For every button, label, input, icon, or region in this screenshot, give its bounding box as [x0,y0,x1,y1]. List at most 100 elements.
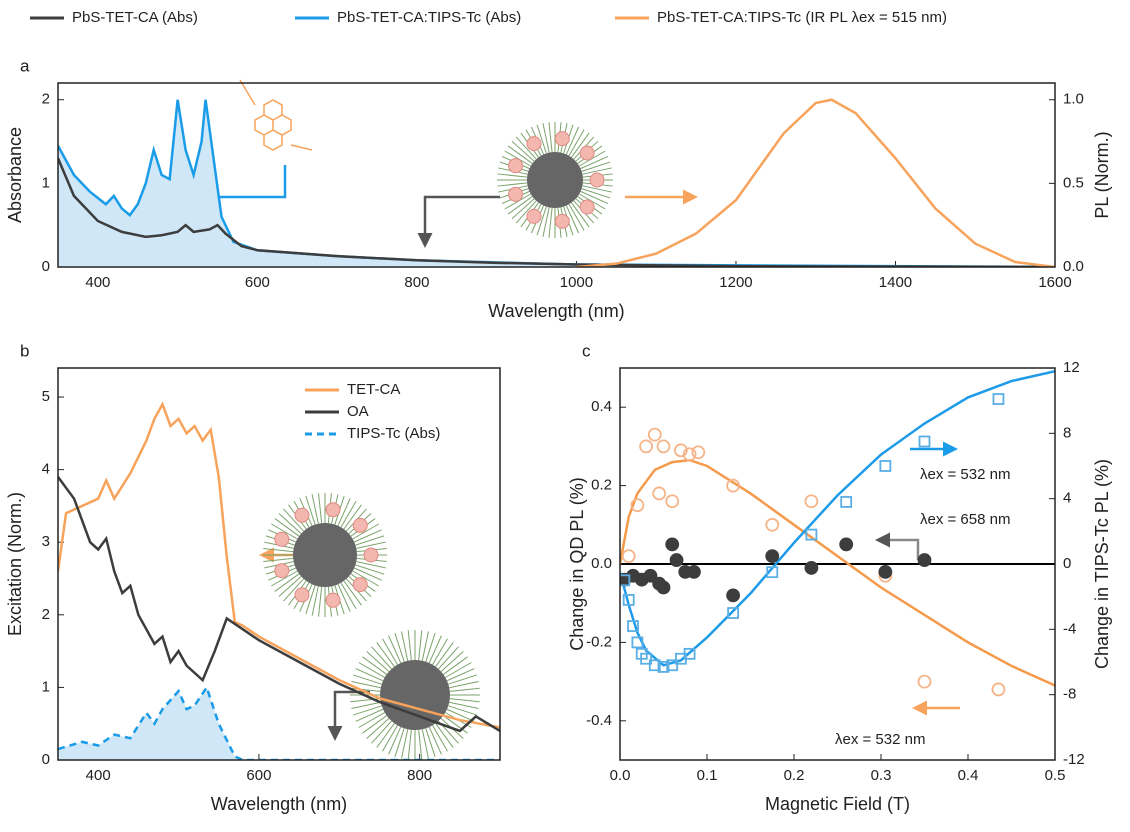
series-line [58,157,1055,267]
ligand-bead [294,587,310,603]
x-tick-label: 1600 [1038,274,1071,291]
ligand [388,635,402,664]
legend-label: OA [347,403,369,420]
point [992,393,1005,405]
ligand-bead [526,136,542,152]
point [665,494,680,509]
x-tick-label: 800 [404,274,429,291]
y2-tick-label: -12 [1063,751,1085,768]
ligand [428,726,442,755]
y2-axis-label: PL (Norm.) [1092,131,1112,218]
point [878,564,893,579]
ligand [371,720,392,744]
point [640,652,652,665]
ligand [515,136,537,160]
ligand [421,631,430,661]
ligand-bead [554,131,570,147]
ligand [448,705,477,716]
ligand [432,725,448,752]
legend-label: TET-CA [347,381,400,398]
point [683,647,696,660]
ligand [581,161,611,172]
ligand [449,698,480,703]
ligand [318,586,323,617]
ligand [354,567,382,581]
legend-label: TIPS-Tc (Abs) [347,425,440,442]
legend-label: PbS-TET-CA:TIPS-Tc (IR PL λex = 515 nm) [657,9,947,26]
point [656,580,671,595]
series-line [620,458,1055,687]
ligand-bead [579,199,595,215]
point [805,528,818,541]
ligand [278,513,302,534]
y2-tick-label: 4 [1063,490,1071,507]
ligand [580,190,609,205]
ligand [366,718,390,739]
y-tick-label: 0.2 [591,477,612,494]
plot-area [58,98,1055,267]
ligand [565,205,580,234]
x-tick-label: 1000 [560,274,593,291]
point [643,568,658,583]
molecule [239,79,313,151]
y-tick-label: 1 [42,174,50,191]
ligand [571,132,590,158]
point [622,594,635,606]
ligand [337,498,351,526]
ligand [353,674,382,685]
ligand [263,557,294,562]
ligand [305,495,316,525]
ligand-bead [294,507,310,523]
y-tick-label: 1 [42,678,50,695]
point [627,620,639,632]
point [621,549,636,564]
ligand [340,501,357,528]
y-axis-label: Absorbance [5,127,25,223]
ligand [565,126,580,155]
x-tick-label: 0.4 [958,767,979,784]
ligand [542,123,550,153]
nanocrystal [527,152,583,208]
ligand [425,633,436,662]
ligand [311,494,319,524]
ligand [443,715,468,734]
ligand [283,508,304,532]
ligand [351,680,381,689]
point [839,537,854,552]
ligand [356,541,386,549]
ligand [511,198,535,220]
area [58,99,1055,267]
ligand [358,712,385,728]
annotation: λex = 532 nm [920,466,1010,483]
ligand [425,728,436,757]
plot-frame [57,82,1056,268]
ligand-bead [274,531,290,547]
plot-frame [619,367,1056,761]
point [648,659,661,672]
ligand [337,584,351,612]
ligand [283,578,304,602]
y-tick-label: 0.4 [591,398,612,415]
ligand-bead [579,145,595,161]
ligand-bead [325,592,341,608]
x-axis-label: Magnetic Field (T) [765,794,910,814]
area [58,687,500,760]
point [765,549,780,564]
ligand [355,668,384,682]
y-tick-label: 3 [42,533,50,550]
series-line [58,684,500,760]
y-tick-label: 2 [42,91,50,108]
x-tick-label: 400 [86,767,111,784]
panel-label: c [582,341,591,360]
point [691,445,706,460]
point [682,447,697,462]
ligand [305,585,316,615]
point [665,537,680,552]
ligand [449,680,479,689]
ligand [382,725,398,752]
ligand [421,729,430,759]
series-line [576,98,1055,267]
ligand [343,504,362,530]
